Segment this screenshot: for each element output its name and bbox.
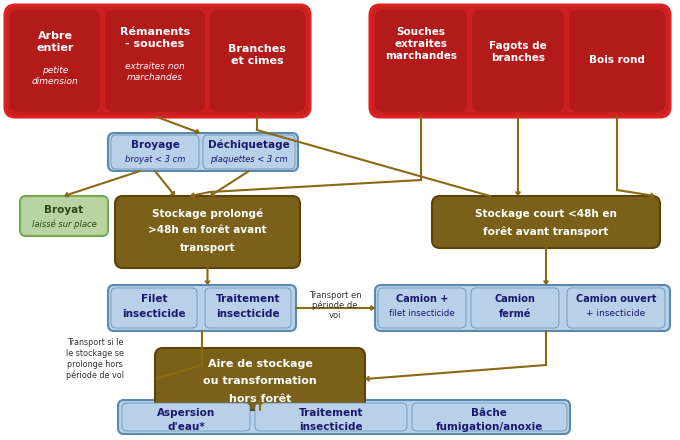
FancyBboxPatch shape bbox=[118, 400, 570, 434]
Text: Aire de stockage: Aire de stockage bbox=[207, 359, 312, 369]
Text: Stockage prolongé: Stockage prolongé bbox=[152, 209, 263, 219]
Text: fumigation/anoxie: fumigation/anoxie bbox=[435, 422, 543, 432]
FancyBboxPatch shape bbox=[111, 135, 199, 169]
FancyBboxPatch shape bbox=[155, 348, 365, 410]
FancyBboxPatch shape bbox=[122, 403, 250, 431]
FancyBboxPatch shape bbox=[370, 5, 670, 117]
FancyBboxPatch shape bbox=[108, 285, 296, 331]
FancyBboxPatch shape bbox=[412, 403, 567, 431]
Text: Stockage court <48h en: Stockage court <48h en bbox=[475, 209, 617, 219]
Text: Aspersion: Aspersion bbox=[157, 408, 215, 418]
FancyBboxPatch shape bbox=[210, 10, 305, 112]
Text: Bois rond: Bois rond bbox=[589, 55, 645, 65]
FancyBboxPatch shape bbox=[375, 285, 670, 331]
Text: Filet: Filet bbox=[141, 294, 167, 304]
Text: Traitement: Traitement bbox=[216, 294, 280, 304]
FancyBboxPatch shape bbox=[10, 10, 100, 112]
Text: petite
dimension: petite dimension bbox=[32, 66, 78, 86]
Text: Broyage: Broyage bbox=[131, 140, 180, 150]
Text: forêt avant transport: forêt avant transport bbox=[483, 227, 609, 237]
FancyBboxPatch shape bbox=[375, 10, 467, 112]
FancyBboxPatch shape bbox=[432, 196, 660, 248]
Text: Souches
extraites
marchandes: Souches extraites marchandes bbox=[385, 26, 457, 62]
Text: ou transformation: ou transformation bbox=[203, 376, 317, 386]
FancyBboxPatch shape bbox=[115, 196, 300, 268]
Text: transport: transport bbox=[180, 243, 235, 253]
Text: insecticide: insecticide bbox=[299, 422, 363, 432]
Text: Bâche: Bâche bbox=[471, 408, 507, 418]
FancyBboxPatch shape bbox=[111, 288, 197, 328]
Text: plaquettes < 3 cm: plaquettes < 3 cm bbox=[210, 155, 288, 165]
Text: Camion ouvert: Camion ouvert bbox=[576, 294, 656, 304]
Text: Fagots de
branches: Fagots de branches bbox=[489, 41, 547, 63]
Text: insecticide: insecticide bbox=[122, 309, 186, 319]
Text: Transport en: Transport en bbox=[309, 290, 361, 300]
Text: Camion +: Camion + bbox=[396, 294, 448, 304]
Text: Camion: Camion bbox=[494, 294, 535, 304]
FancyBboxPatch shape bbox=[255, 403, 407, 431]
Text: fermé: fermé bbox=[499, 309, 531, 319]
FancyBboxPatch shape bbox=[567, 288, 665, 328]
Text: insecticide: insecticide bbox=[216, 309, 279, 319]
FancyBboxPatch shape bbox=[205, 288, 291, 328]
FancyBboxPatch shape bbox=[5, 5, 310, 117]
Text: voi: voi bbox=[328, 311, 341, 319]
Text: laissé sur place: laissé sur place bbox=[32, 219, 97, 229]
Text: filet insecticide: filet insecticide bbox=[389, 309, 455, 319]
FancyBboxPatch shape bbox=[378, 288, 466, 328]
Text: Traitement: Traitement bbox=[299, 408, 363, 418]
Text: Branches
et cimes: Branches et cimes bbox=[228, 44, 286, 66]
Text: Déchiquetage: Déchiquetage bbox=[208, 140, 290, 150]
Text: Transport si le
le stockage se
prolonge hors
période de vol: Transport si le le stockage se prolonge … bbox=[66, 337, 124, 381]
Text: extraites non
marchandes: extraites non marchandes bbox=[125, 62, 185, 82]
Text: Broyat: Broyat bbox=[44, 205, 84, 215]
Text: période de: période de bbox=[312, 300, 358, 310]
FancyBboxPatch shape bbox=[105, 10, 205, 112]
Text: broyat < 3 cm: broyat < 3 cm bbox=[125, 155, 185, 165]
Text: >48h en forêt avant: >48h en forêt avant bbox=[148, 225, 267, 235]
FancyBboxPatch shape bbox=[569, 10, 665, 112]
Text: d'eau*: d'eau* bbox=[167, 422, 205, 432]
FancyBboxPatch shape bbox=[108, 133, 298, 171]
FancyBboxPatch shape bbox=[472, 10, 564, 112]
FancyBboxPatch shape bbox=[20, 196, 108, 236]
Text: Arbre
entier: Arbre entier bbox=[36, 31, 73, 53]
Text: hors forêt: hors forêt bbox=[228, 394, 291, 404]
Text: + insecticide: + insecticide bbox=[586, 309, 645, 319]
FancyBboxPatch shape bbox=[471, 288, 559, 328]
FancyBboxPatch shape bbox=[203, 135, 295, 169]
Text: Rémanents
- souches: Rémanents - souches bbox=[120, 27, 190, 49]
